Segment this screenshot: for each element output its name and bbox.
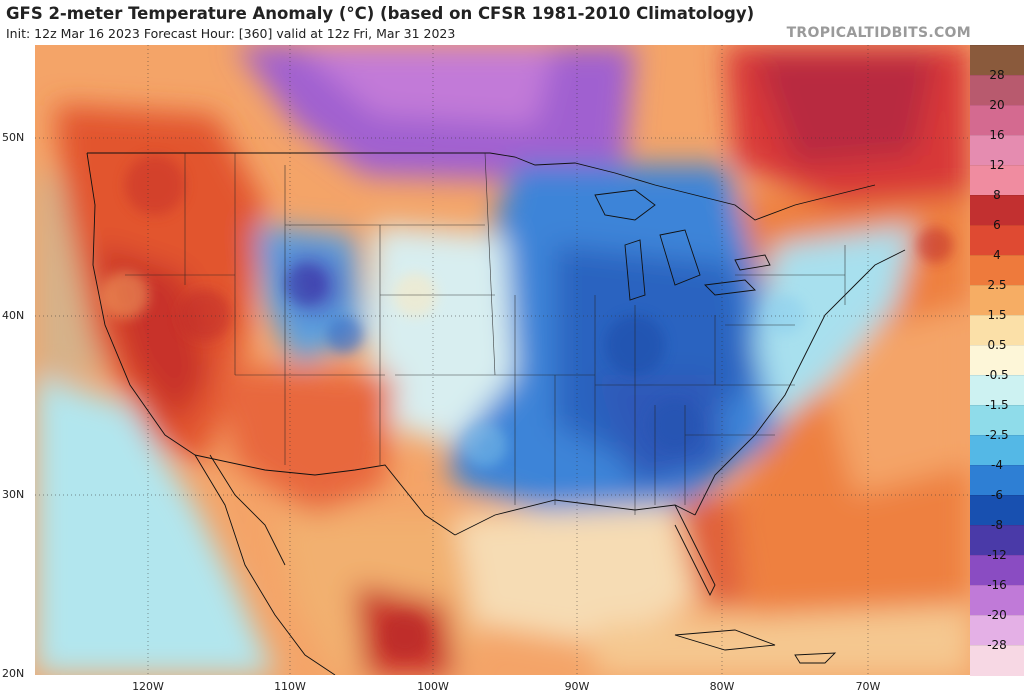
colorbar-swatch — [970, 75, 1024, 106]
colorbar-label: 20 — [989, 98, 1005, 112]
chart-subtitle: Init: 12z Mar 16 2023 Forecast Hour: [36… — [6, 26, 456, 41]
colorbar-label: -2.5 — [985, 428, 1009, 442]
lat-label-20n: 20N — [2, 667, 25, 680]
lon-label-80w: 80W — [709, 680, 735, 693]
lon-label-100w: 100W — [417, 680, 449, 693]
state-lines — [125, 152, 846, 515]
colorbar-swatch — [970, 45, 1024, 76]
colorbar-label: -4 — [991, 458, 1003, 472]
colorbar-swatch — [970, 615, 1024, 646]
graticule — [35, 45, 970, 675]
colorbar-label: -6 — [991, 488, 1003, 502]
colorbar-label: 2.5 — [987, 278, 1007, 292]
lat-label-50n: 50N — [2, 131, 25, 144]
colorbar-swatch — [970, 135, 1024, 166]
colorbar-label: -8 — [991, 518, 1003, 532]
colorbar-legend: 28 20 16 12 8 6 4 2.5 1.5 0.5 -0.5 -1.5 -2.5 -4 -6 -8 -1… — [970, 45, 1024, 676]
lon-label-90w: 90W — [564, 680, 590, 693]
colorbar-swatch — [970, 375, 1024, 406]
colorbar-swatch — [970, 555, 1024, 586]
colorbar-swatch — [970, 525, 1024, 556]
colorbar-swatch — [970, 645, 1024, 676]
chart-title: GFS 2-meter Temperature Anomaly (°C) (ba… — [6, 4, 755, 23]
colorbar-swatch — [970, 465, 1024, 496]
colorbar-swatch — [970, 285, 1024, 316]
colorbar-swatch — [970, 105, 1024, 136]
colorbar-label: 12 — [989, 158, 1005, 172]
colorbar-label: 6 — [993, 218, 1001, 232]
colorbar-label: -1.5 — [985, 398, 1009, 412]
lat-label-30n: 30N — [2, 488, 25, 501]
lon-label-70w: 70W — [855, 680, 881, 693]
colorbar-swatch — [970, 495, 1024, 526]
colorbar-label: 16 — [989, 128, 1005, 142]
colorbar-label: 8 — [993, 188, 1001, 202]
colorbar-label: 0.5 — [987, 338, 1007, 352]
anomaly-map — [35, 45, 970, 675]
colorbar-label: 28 — [989, 68, 1005, 82]
colorbar-swatch — [970, 195, 1024, 226]
colorbar-swatch — [970, 585, 1024, 616]
anomaly-field — [35, 45, 970, 675]
colorbar-label: 1.5 — [987, 308, 1007, 322]
lat-label-40n: 40N — [2, 309, 25, 322]
lon-label-110w: 110W — [274, 680, 306, 693]
colorbar-label: -16 — [987, 578, 1007, 592]
brand-watermark: TROPICALTIDBITS.COM — [786, 25, 971, 41]
colorbar-swatch — [970, 165, 1024, 196]
colorbar-swatch — [970, 225, 1024, 256]
colorbar-swatch — [970, 345, 1024, 376]
colorbar-label: -12 — [987, 548, 1007, 562]
colorbar-swatch — [970, 435, 1024, 466]
colorbar-swatch — [970, 405, 1024, 436]
colorbar-label: -20 — [987, 608, 1007, 622]
colorbar-swatch — [970, 315, 1024, 346]
colorbar-swatch — [970, 255, 1024, 286]
lon-label-120w: 120W — [132, 680, 164, 693]
colorbar-label: 4 — [993, 248, 1001, 262]
colorbar-label: -0.5 — [985, 368, 1009, 382]
anomaly-map-canvas — [35, 45, 970, 675]
colorbar-label: -28 — [987, 638, 1007, 652]
borders — [86, 152, 906, 675]
